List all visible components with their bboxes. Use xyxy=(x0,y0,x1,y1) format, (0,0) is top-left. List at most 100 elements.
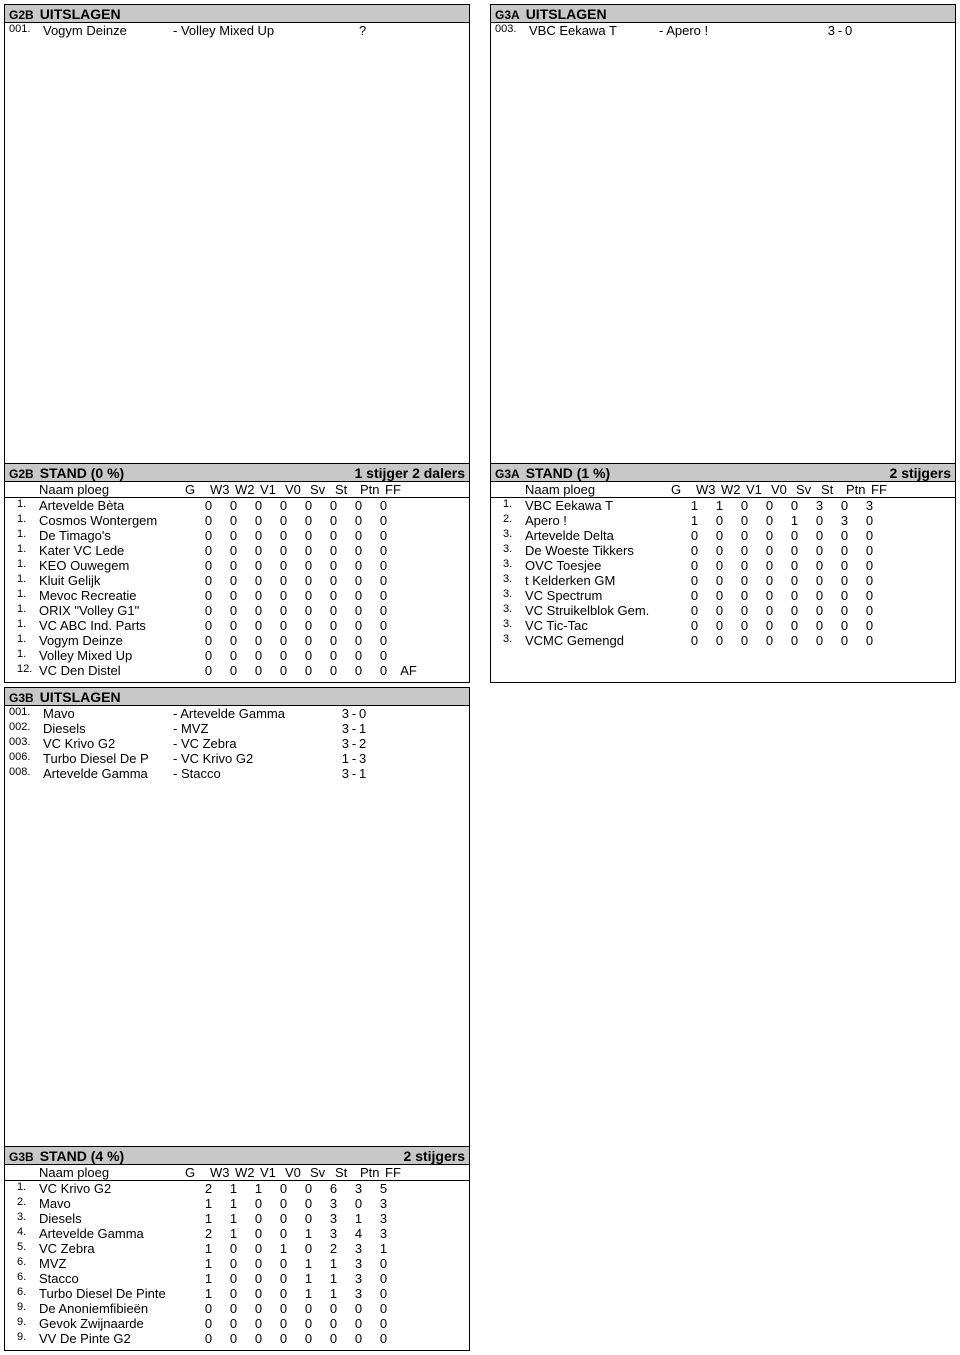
stat-cell: 0 xyxy=(707,513,732,528)
stat-cell: 0 xyxy=(707,573,732,588)
stat-cell: 0 xyxy=(782,588,807,603)
position: 12. xyxy=(17,663,39,678)
stat-cell xyxy=(882,498,907,513)
league-label: G2B xyxy=(9,8,34,22)
stat-cell: 0 xyxy=(271,1301,296,1316)
stat-cell: 1 xyxy=(346,1211,371,1226)
match-number: 001. xyxy=(9,23,43,38)
stat-cell: 0 xyxy=(757,573,782,588)
stat-cell: 0 xyxy=(271,603,296,618)
stat-cell: 0 xyxy=(246,1241,271,1256)
stat-cell: 0 xyxy=(321,1331,346,1346)
stat-cell: 0 xyxy=(857,588,882,603)
stat-cell: 0 xyxy=(196,588,221,603)
stat-cell xyxy=(396,528,421,543)
standings-row: 3.OVC Toesjee00000000 xyxy=(491,558,955,573)
stat-cell: 0 xyxy=(346,498,371,513)
col-st: St xyxy=(821,482,846,497)
score-away: 1 xyxy=(359,766,381,781)
stat-cell: 5 xyxy=(371,1181,396,1196)
col-v0: V0 xyxy=(285,1165,310,1180)
stat-cell: 0 xyxy=(832,543,857,558)
stat-cell: 0 xyxy=(221,648,246,663)
stat-cell xyxy=(882,618,907,633)
stat-cell: 0 xyxy=(296,633,321,648)
stat-cell: 0 xyxy=(832,558,857,573)
col-v1: V1 xyxy=(260,482,285,497)
standings-row: 3.Diesels11000313 xyxy=(5,1211,469,1226)
stat-cell: 0 xyxy=(782,528,807,543)
standings-row: 1.KEO Ouwegem00000000 xyxy=(5,558,469,573)
stat-cell: 0 xyxy=(246,648,271,663)
stat-cell: 1 xyxy=(296,1226,321,1241)
position: 6. xyxy=(17,1286,39,1301)
stat-cell: 0 xyxy=(682,588,707,603)
stat-cell: 0 xyxy=(757,558,782,573)
match-number: 001. xyxy=(9,706,43,721)
position: 1. xyxy=(17,588,39,603)
stat-cell: 0 xyxy=(371,513,396,528)
team-name: VV De Pinte G2 xyxy=(39,1331,196,1346)
team-name: Stacco xyxy=(39,1271,196,1286)
stat-cell: 1 xyxy=(296,1271,321,1286)
stat-cell xyxy=(396,558,421,573)
section-title: STAND (1 %) xyxy=(526,465,611,481)
team-name: KEO Ouwegem xyxy=(39,558,196,573)
stat-cell: 1 xyxy=(221,1181,246,1196)
stat-cell: 0 xyxy=(246,558,271,573)
stat-cell: 0 xyxy=(271,1226,296,1241)
result-row: 003.VC Krivo G2- VC Zebra3-2 xyxy=(5,736,469,751)
stat-cell: 0 xyxy=(296,588,321,603)
stat-cell: 1 xyxy=(221,1196,246,1211)
stat-cell: 0 xyxy=(246,1256,271,1271)
team-name: Mevoc Recreatie xyxy=(39,588,196,603)
stat-cell: 0 xyxy=(296,663,321,678)
stat-cell: 0 xyxy=(857,513,882,528)
position: 9. xyxy=(17,1301,39,1316)
position: 3. xyxy=(503,528,525,543)
standings-row: 3.VC Tic-Tac00000000 xyxy=(491,618,955,633)
standings-row: 9.VV De Pinte G200000000 xyxy=(5,1331,469,1346)
stat-cell: 0 xyxy=(271,573,296,588)
stat-cell: 0 xyxy=(857,573,882,588)
stat-cell: 0 xyxy=(346,1316,371,1331)
standings-row: 3.VC Spectrum00000000 xyxy=(491,588,955,603)
stat-cell: 0 xyxy=(221,558,246,573)
stat-cell: 0 xyxy=(271,1286,296,1301)
stat-cell: 3 xyxy=(371,1196,396,1211)
score-dash: - xyxy=(349,766,359,781)
stat-cell: 0 xyxy=(221,543,246,558)
standings-row: 1.Kater VC Lede00000000 xyxy=(5,543,469,558)
result-row: 001.Mavo- Artevelde Gamma3-0 xyxy=(5,706,469,721)
stat-cell: 0 xyxy=(296,1331,321,1346)
stat-cell: 0 xyxy=(807,558,832,573)
stat-cell: 0 xyxy=(346,603,371,618)
away-team: - Apero ! xyxy=(659,23,813,38)
stat-cell: 1 xyxy=(682,513,707,528)
stat-cell: 2 xyxy=(321,1241,346,1256)
team-name: Cosmos Wontergem xyxy=(39,513,196,528)
stat-cell: 0 xyxy=(271,663,296,678)
stat-cell: 0 xyxy=(321,588,346,603)
score-dash: - xyxy=(349,751,359,766)
result-row: 002.Diesels- MVZ3-1 xyxy=(5,721,469,736)
stat-cell: 3 xyxy=(371,1211,396,1226)
stat-cell: 0 xyxy=(757,528,782,543)
stat-cell xyxy=(882,603,907,618)
stat-cell: 0 xyxy=(371,1271,396,1286)
team-name: VC Tic-Tac xyxy=(525,618,682,633)
stat-cell: 1 xyxy=(196,1271,221,1286)
stat-cell: 0 xyxy=(271,1196,296,1211)
stat-cell: 0 xyxy=(221,1301,246,1316)
stat-cell xyxy=(396,588,421,603)
standings-row: 3.VC Struikelblok Gem.00000000 xyxy=(491,603,955,618)
stat-cell: 1 xyxy=(682,498,707,513)
team-name: Mavo xyxy=(39,1196,196,1211)
stat-cell xyxy=(396,1256,421,1271)
section-info: 2 stijgers xyxy=(404,1148,465,1164)
team-name: VC Zebra xyxy=(39,1241,196,1256)
stat-cell: 0 xyxy=(246,543,271,558)
stat-cell: 0 xyxy=(371,1301,396,1316)
position: 3. xyxy=(503,588,525,603)
stat-cell: 0 xyxy=(782,618,807,633)
